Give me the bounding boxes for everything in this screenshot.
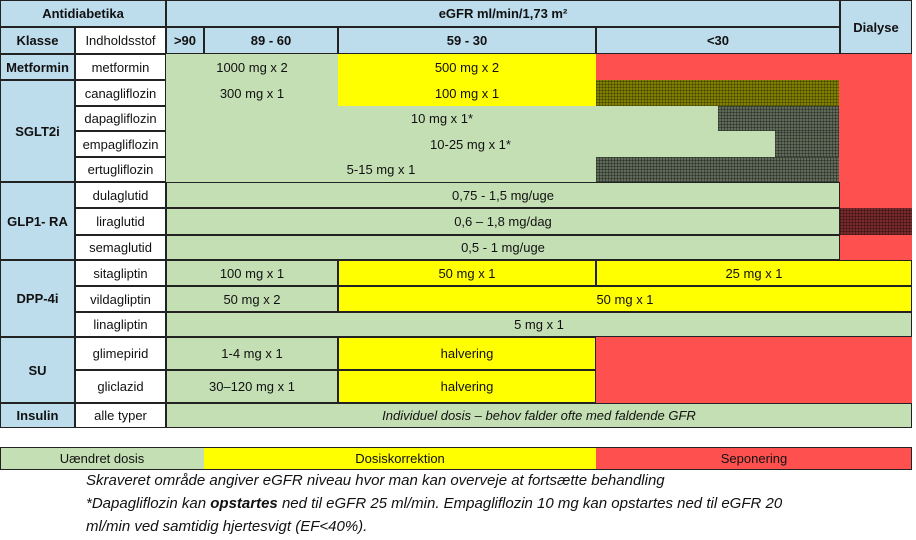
dose-cell: 50 mg x 2 [166, 286, 338, 312]
class-su: SU [0, 337, 75, 403]
drug-name-canagliflozin: canagliflozin [75, 80, 166, 106]
dose-cell: 50 mg x 1 [338, 260, 596, 286]
hatched-cell [596, 157, 839, 182]
class-dpp4i: DPP-4i [0, 260, 75, 337]
hatched-cell [718, 106, 839, 131]
drug-name-linagliptin: linagliptin [75, 312, 166, 337]
note-dapagliflozin: *Dapagliflozin kan opstartes ned til eGF… [86, 495, 783, 512]
discontinue-cell [840, 182, 912, 208]
dose-cell: 0,6 – 1,8 mg/dag [166, 208, 840, 235]
class-insulin: Insulin [0, 403, 75, 428]
drug-name-gliclazid: gliclazid [75, 370, 166, 403]
legend-correction: Dosiskorrektion [204, 447, 596, 470]
col-59-30: 59 - 30 [338, 27, 596, 54]
dose-cell: 100 mg x 1 [166, 260, 338, 286]
dose-cell: 30–120 mg x 1 [166, 370, 338, 403]
class-glp1-ra: GLP1- RA [0, 182, 75, 260]
dose-cell: 1-4 mg x 1 [166, 337, 338, 370]
dose-cell: 0,75 - 1,5 mg/uge [166, 182, 840, 208]
drug-name-glimepirid: glimepirid [75, 337, 166, 370]
col-lt30: <30 [596, 27, 840, 54]
col-89-60: 89 - 60 [204, 27, 338, 54]
dose-cell: halvering [338, 370, 596, 403]
discontinue-cell [839, 106, 912, 182]
note-bold-word: opstartes [210, 495, 278, 512]
drug-name-vildagliptin: vildagliptin [75, 286, 166, 312]
note-hatched: Skraveret område angiver eGFR niveau hvo… [86, 472, 665, 489]
drug-name-liraglutid: liraglutid [75, 208, 166, 235]
discontinue-cell [840, 235, 912, 260]
col-gt90: >90 [166, 27, 204, 54]
col-klasse: Klasse [0, 27, 75, 54]
dose-cell: 5-15 mg x 1 [166, 157, 596, 182]
dose-cell: 25 mg x 1 [596, 260, 912, 286]
dose-cell: 100 mg x 1 [338, 80, 596, 106]
hatched-cell [840, 208, 912, 235]
dose-cell: Individuel dosis – behov falder ofte med… [166, 403, 912, 428]
col-indholdsstof: Indholdsstof [75, 27, 166, 54]
drug-name-ertugliflozin: ertugliflozin [75, 157, 166, 182]
drug-name-dulaglutid: dulaglutid [75, 182, 166, 208]
legend-discontinue: Seponering [596, 447, 912, 470]
drug-name-sitagliptin: sitagliptin [75, 260, 166, 286]
drug-name-semaglutid: semaglutid [75, 235, 166, 260]
dose-cell: 50 mg x 1 [338, 286, 912, 312]
drug-name-dapagliflozin: dapagliflozin [75, 106, 166, 131]
drug-name-metformin: metformin [75, 54, 166, 80]
dose-cell: 500 mg x 2 [338, 54, 596, 80]
dose-cell: halvering [338, 337, 596, 370]
drug-name-empagliflozin: empagliflozin [75, 131, 166, 157]
class-metformin: Metformin [0, 54, 75, 80]
discontinue-cell [596, 337, 912, 403]
drug-name-insulin: alle typer [75, 403, 166, 428]
legend-border [0, 447, 912, 470]
dose-cell: 300 mg x 1 [166, 80, 338, 106]
table-title: Antidiabetika [0, 0, 166, 27]
col-dialyse: Dialyse [840, 0, 912, 54]
hatched-cell [775, 131, 839, 157]
dose-cell: 5 mg x 1 [166, 312, 912, 337]
egfr-header: eGFR ml/min/1,73 m² [166, 0, 840, 27]
dose-cell: 10 mg x 1* [166, 106, 718, 131]
hatched-cell [596, 80, 839, 106]
class-sglt2i: SGLT2i [0, 80, 75, 182]
legend-unchanged: Uændret dosis [0, 447, 204, 470]
note-heart-failure: ml/min ved samtidig hjertesvigt (EF<40%)… [86, 518, 368, 535]
dose-cell: 0,5 - 1 mg/uge [166, 235, 840, 260]
dose-cell: 10-25 mg x 1* [166, 131, 775, 157]
dose-cell: 1000 mg x 2 [166, 54, 338, 80]
